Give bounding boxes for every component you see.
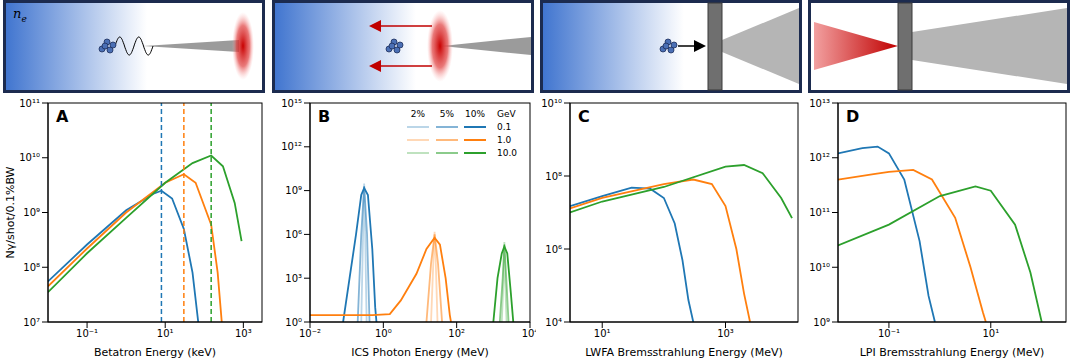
svg-text:10⁹: 10⁹ — [23, 207, 40, 218]
svg-text:1.0: 1.0 — [497, 135, 512, 145]
svg-text:10¹⁵: 10¹⁵ — [281, 98, 302, 109]
svg-text:LWFA Bremsstrahlung Energy (Me: LWFA Bremsstrahlung Energy (MeV) — [585, 346, 783, 358]
svg-text:5%: 5% — [440, 109, 455, 119]
svg-text:10⁰: 10⁰ — [375, 328, 392, 339]
svg-text:10⁶: 10⁶ — [285, 229, 302, 240]
svg-text:B: B — [318, 107, 330, 126]
svg-text:C: C — [578, 107, 590, 126]
svg-text:GeV: GeV — [497, 109, 517, 119]
svg-text:10⁴: 10⁴ — [522, 328, 536, 339]
svg-text:D: D — [846, 107, 859, 126]
svg-text:10⁸: 10⁸ — [23, 262, 40, 273]
svg-text:10⁻¹: 10⁻¹ — [878, 328, 900, 339]
svg-text:10¹: 10¹ — [594, 328, 611, 339]
svg-text:10¹⁰: 10¹⁰ — [809, 262, 830, 273]
svg-text:10³: 10³ — [717, 328, 734, 339]
svg-text:A: A — [56, 107, 69, 126]
svg-text:10³: 10³ — [235, 328, 252, 339]
svg-text:10¹³: 10¹³ — [809, 98, 830, 109]
svg-text:LPI Bremsstrahlung Energy (MeV: LPI Bremsstrahlung Energy (MeV) — [860, 346, 1045, 358]
svg-text:10⁻¹: 10⁻¹ — [76, 328, 98, 339]
svg-text:2%: 2% — [411, 109, 426, 119]
svg-text:10⁸: 10⁸ — [545, 171, 562, 182]
svg-text:10⁻²: 10⁻² — [299, 328, 321, 339]
svg-text:ICS Photon Energy (MeV): ICS Photon Energy (MeV) — [351, 346, 489, 358]
svg-text:10⁶: 10⁶ — [545, 244, 562, 255]
svg-text:0.1: 0.1 — [497, 122, 511, 132]
svg-text:10¹¹: 10¹¹ — [19, 98, 40, 109]
svg-text:10%: 10% — [465, 109, 485, 119]
svg-text:10¹²: 10¹² — [281, 141, 302, 152]
svg-text:10¹: 10¹ — [982, 328, 999, 339]
svg-text:10¹¹: 10¹¹ — [809, 207, 830, 218]
svg-text:10⁹: 10⁹ — [813, 317, 830, 328]
svg-text:10.0: 10.0 — [497, 148, 517, 158]
svg-text:10⁹: 10⁹ — [285, 185, 302, 196]
svg-text:10³: 10³ — [285, 273, 302, 284]
svg-text:10¹: 10¹ — [157, 328, 174, 339]
svg-text:10¹²: 10¹² — [809, 152, 830, 163]
svg-text:10²: 10² — [448, 328, 465, 339]
svg-text:ne: ne — [13, 6, 27, 24]
svg-text:10⁴: 10⁴ — [545, 317, 562, 328]
svg-text:Nγ/shot/0.1%BW: Nγ/shot/0.1%BW — [4, 166, 17, 258]
svg-text:10¹⁰: 10¹⁰ — [541, 98, 562, 109]
svg-text:10¹⁰: 10¹⁰ — [19, 152, 40, 163]
svg-text:Betatron Energy (keV): Betatron Energy (keV) — [94, 346, 216, 358]
svg-text:10⁷: 10⁷ — [23, 317, 40, 328]
svg-text:10⁰: 10⁰ — [285, 317, 302, 328]
